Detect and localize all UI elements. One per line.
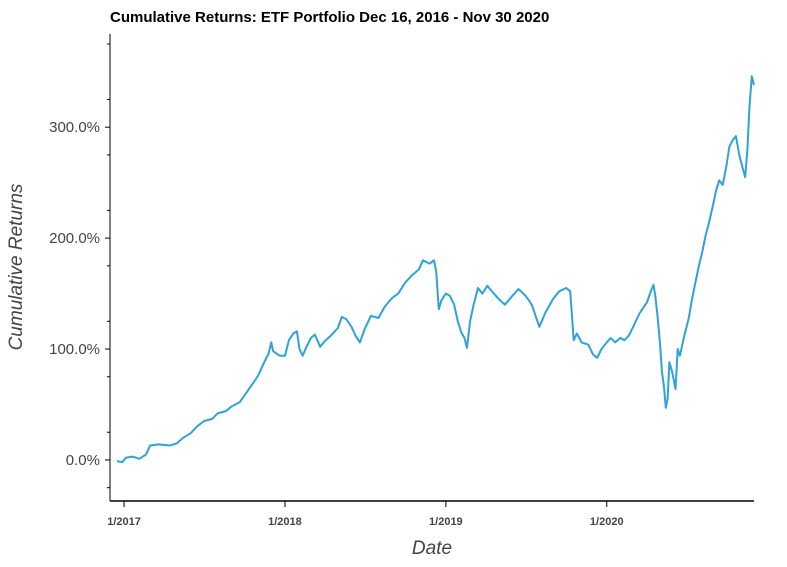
x-tick-label: 1/2018 <box>268 516 302 528</box>
x-axis-ticks: 1/2017 1/2018 1/2019 1/2020 <box>107 501 624 528</box>
y-axis-ticks: 0.0% 100.0% 200.0% 300.0% <box>49 43 110 489</box>
x-axis-label: Date <box>412 538 452 559</box>
chart-title: Cumulative Returns: ETF Portfolio Dec 16… <box>110 9 549 26</box>
x-tick-label: 1/2020 <box>590 516 624 528</box>
y-tick-label: 0.0% <box>66 452 100 469</box>
y-tick-label: 200.0% <box>49 230 100 247</box>
plot-frame <box>109 34 754 502</box>
y-tick-label: 300.0% <box>49 119 100 136</box>
y-axis-label: Cumulative Returns <box>6 183 27 350</box>
x-tick-label: 1/2019 <box>429 516 463 528</box>
y-tick-label: 100.0% <box>49 341 100 358</box>
series-line <box>116 75 755 464</box>
x-tick-label: 1/2017 <box>107 516 141 528</box>
